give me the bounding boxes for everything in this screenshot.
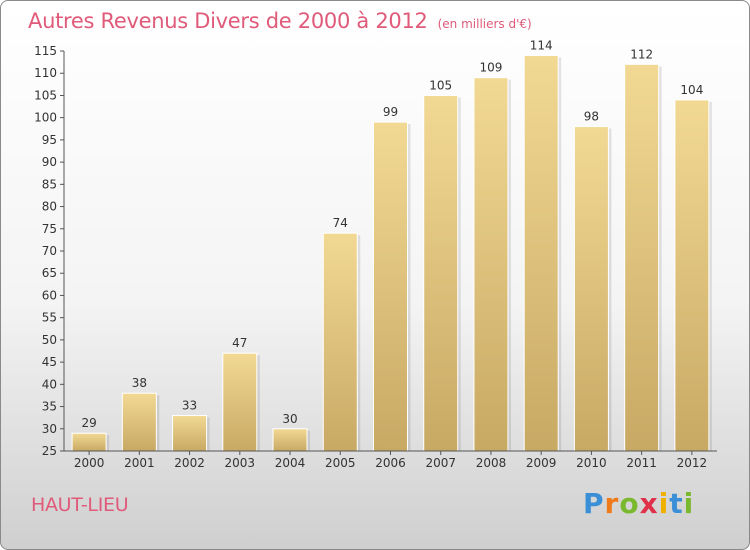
bar-2012[interactable] [674, 99, 710, 452]
x-tick-label: 2011 [626, 456, 657, 470]
logo-letter: x [639, 487, 659, 520]
y-tick-label: 50 [42, 333, 57, 347]
bar-2003[interactable] [222, 352, 258, 452]
chart-title: Autres Revenus Divers de 2000 à 2012 [28, 9, 428, 33]
bar-2006[interactable] [373, 121, 408, 452]
x-tick-label: 2010 [576, 456, 607, 470]
value-label: 74 [333, 216, 348, 230]
y-tick-label: 25 [42, 444, 57, 458]
y-tick-label: 70 [42, 244, 57, 258]
bar-2004[interactable] [272, 428, 308, 452]
y-tick-label: 95 [42, 133, 57, 147]
bar-2000[interactable] [71, 432, 107, 452]
bar-2008[interactable] [473, 77, 509, 452]
y-tick-label: 45 [42, 355, 57, 369]
bar-2007[interactable] [423, 94, 459, 452]
bar-2005[interactable] [322, 232, 358, 452]
logo-letter: i [658, 487, 670, 520]
value-label: 109 [480, 61, 503, 75]
y-tick-label: 85 [42, 177, 57, 191]
chart-title-block: Autres Revenus Divers de 2000 à 2012 (en … [28, 9, 532, 33]
value-label: 30 [282, 412, 297, 426]
y-tick-label: 60 [42, 288, 57, 302]
bars-group: 29 38 33 47 30 74 99 105 109 114 98 112 104 [71, 38, 712, 452]
logo-letter: P [583, 487, 605, 520]
y-tick-label: 35 [42, 400, 57, 414]
logo-letter: i [683, 487, 695, 520]
value-label: 33 [182, 398, 197, 412]
y-tick-label: 100 [34, 111, 57, 125]
value-label: 104 [680, 83, 703, 97]
y-tick-label: 40 [42, 377, 57, 391]
x-tick-label: 2008 [476, 456, 507, 470]
value-label: 38 [132, 376, 147, 390]
value-label: 29 [81, 416, 96, 430]
bar-2010[interactable] [573, 126, 609, 452]
value-label: 112 [630, 47, 653, 61]
y-axis: 25 30 35 40 45 50 55 60 65 70 75 80 85 90 95 100 105 110 1… [34, 44, 65, 458]
y-tick-label: 80 [42, 200, 57, 214]
value-label: 47 [232, 336, 247, 350]
x-tick-label: 2002 [174, 456, 205, 470]
y-tick-label: 110 [34, 66, 57, 80]
commune-name: HAUT-LIEU [31, 494, 129, 516]
logo-letter: t [669, 487, 684, 520]
bar-2001[interactable] [121, 392, 157, 452]
logo-letter: r [604, 487, 620, 520]
x-tick-label: 2012 [677, 456, 708, 470]
chart-unit: (en milliers d'€) [437, 17, 532, 31]
value-label: 114 [530, 38, 553, 52]
x-tick-label: 2003 [225, 456, 256, 470]
y-tick-label: 90 [42, 155, 57, 169]
x-tick-label: 2006 [375, 456, 406, 470]
bar-2009[interactable] [523, 54, 559, 452]
y-tick-label: 65 [42, 266, 57, 280]
bar-2011[interactable] [624, 63, 660, 452]
x-tick-label: 2009 [526, 456, 557, 470]
x-tick-label: 2000 [74, 456, 105, 470]
bar-2002[interactable] [172, 414, 208, 452]
x-tick-label: 2004 [275, 456, 306, 470]
x-tick-label: 2005 [325, 456, 356, 470]
y-tick-label: 75 [42, 222, 57, 236]
value-label: 99 [383, 105, 398, 119]
x-tick-label: 2007 [425, 456, 456, 470]
y-tick-label: 55 [42, 311, 57, 325]
x-tick-label: 2001 [124, 456, 155, 470]
y-tick-label: 105 [34, 88, 57, 102]
proxiti-logo[interactable]: Proxiti [583, 487, 694, 520]
value-label: 98 [584, 110, 599, 124]
y-tick-label: 30 [42, 422, 57, 436]
x-axis: 2000 2001 2002 2003 2004 2005 2006 2007 2008 2009… [64, 450, 717, 470]
logo-letter: o [619, 487, 640, 520]
value-label: 105 [429, 78, 452, 92]
y-tick-label: 115 [34, 44, 57, 58]
